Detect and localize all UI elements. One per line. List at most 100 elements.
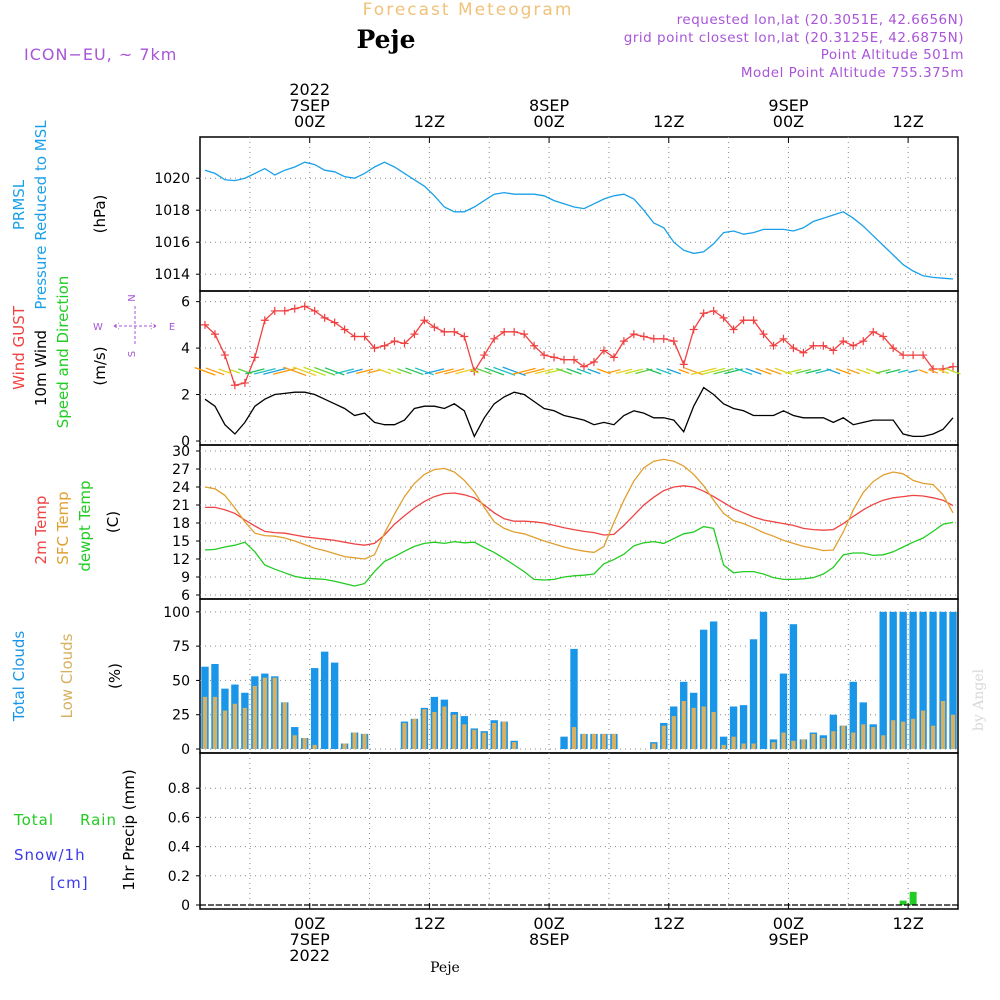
total-cloud-bar [560, 736, 568, 749]
low-cloud-bar [731, 736, 736, 749]
gust-marker [360, 332, 369, 341]
wind-direction-arrow [512, 367, 536, 375]
panel-precip: 0 0.2 0.4 0.6 0.8 [168, 752, 959, 914]
gust-marker [250, 353, 259, 362]
precip-label-cm: [cm] [50, 874, 89, 892]
total-cloud-bar [719, 736, 728, 749]
gust-marker [869, 327, 878, 336]
temp-line-0 [205, 485, 954, 546]
bottom-time-label: 2022 [289, 946, 330, 965]
gust-marker [599, 346, 608, 355]
wind-direction-arrow [745, 367, 762, 375]
low-cloud-bar [911, 718, 916, 749]
gust-marker [560, 355, 569, 364]
wind-direction-arrow [303, 366, 327, 376]
wind-direction-arrow [690, 367, 717, 376]
gust-marker [550, 353, 559, 362]
wind-direction-arrow [615, 368, 633, 375]
gust-marker [759, 330, 768, 339]
wind-direction-arrow [324, 367, 345, 376]
gust-marker [460, 332, 469, 341]
low-cloud-bar [502, 721, 507, 749]
gust-marker [679, 360, 688, 369]
footer-station: Peje [430, 960, 460, 976]
gust-marker [889, 344, 898, 353]
temperature-ytick-label: 18 [172, 516, 190, 532]
total-cloud-bar [789, 624, 798, 749]
gust-marker [220, 351, 229, 360]
low-cloud-bar [821, 738, 826, 749]
top-time-label: 9SEP [768, 96, 808, 115]
low-cloud-bar [681, 701, 686, 749]
wind-direction-arrow [205, 367, 225, 376]
low-cloud-bar [781, 732, 786, 749]
pressure-ytick-label: 1020 [154, 171, 190, 187]
bottom-time-label: 12Z [892, 914, 923, 933]
wind-direction-arrow [734, 367, 753, 376]
low-cloud-bar [771, 742, 776, 749]
gust-marker [510, 327, 519, 336]
gust-marker [719, 313, 728, 322]
gust-marker [410, 330, 419, 339]
low-cloud-bar [452, 714, 457, 749]
gust-marker [809, 341, 818, 350]
wind-direction-arrow [229, 368, 240, 374]
gust-marker [300, 302, 309, 311]
wind-direction-arrow [387, 368, 402, 375]
panel-wind: 0 2 4 6 [181, 290, 961, 450]
precip-ytick-label: 0.6 [168, 810, 190, 826]
total-cloud-bar [729, 706, 738, 749]
wind-direction-arrow [897, 369, 909, 374]
temperature-ytick-label: 27 [172, 462, 190, 478]
gust-marker [919, 351, 928, 360]
total-cloud-bar [879, 611, 887, 749]
wind-direction-arrow [377, 368, 392, 375]
gust-marker [450, 327, 459, 336]
wind-direction-arrow [937, 368, 949, 374]
pressure-line [204, 161, 954, 280]
model-label: ICON−EU, ~ 7km [24, 45, 177, 64]
gust-marker [849, 341, 858, 350]
gust-line [204, 305, 954, 387]
low-cloud-bar [272, 677, 277, 749]
gust-marker [530, 341, 539, 350]
top-time-label: 12Z [653, 112, 684, 131]
top-time-label: 00Z [533, 112, 564, 131]
total-cloud-bar [909, 611, 917, 749]
wind-direction-arrow [263, 367, 287, 375]
gridpoint-coords: grid point closest lon,lat (20.3125E, 42… [624, 30, 964, 46]
clouds-ytick-label: 100 [163, 605, 190, 621]
gust-marker [520, 330, 529, 339]
gust-marker [949, 362, 958, 371]
wind-frame [199, 290, 959, 446]
low-cloud-bar [851, 732, 856, 749]
low-cloud-bar [212, 696, 218, 749]
wind-direction-arrow [875, 368, 891, 374]
low-cloud-bar [811, 733, 816, 749]
bottom-time-label: 00Z [294, 914, 325, 933]
low-cloud-bar [721, 744, 726, 749]
temp-line-1 [204, 458, 954, 560]
compass-east: E [169, 322, 175, 333]
gust-marker [669, 337, 678, 346]
wind-direction-arrow [293, 366, 317, 377]
low-cloud-bar [412, 718, 417, 749]
gust-marker [420, 316, 429, 325]
wind-direction-arrow [846, 368, 860, 375]
wind-label-10m: 10m Wind [32, 330, 50, 406]
gust-marker [789, 344, 798, 353]
total-cloud-bar [739, 705, 748, 749]
pressure-ytick-label: 1014 [154, 267, 190, 283]
wind-direction-arrow [713, 368, 734, 375]
wind-direction-arrow [414, 367, 434, 376]
wind-direction-arrow [355, 368, 374, 375]
wind-direction-arrow [774, 367, 793, 376]
low-cloud-bar [691, 707, 696, 749]
low-cloud-bar [362, 733, 367, 749]
wind-direction-arrow [523, 368, 545, 375]
precip-ytick-label: 0.8 [168, 781, 190, 797]
gust-marker [570, 355, 579, 364]
panel-pressure: 1014 1016 1018 1020 [154, 136, 959, 292]
gust-marker [210, 330, 219, 339]
